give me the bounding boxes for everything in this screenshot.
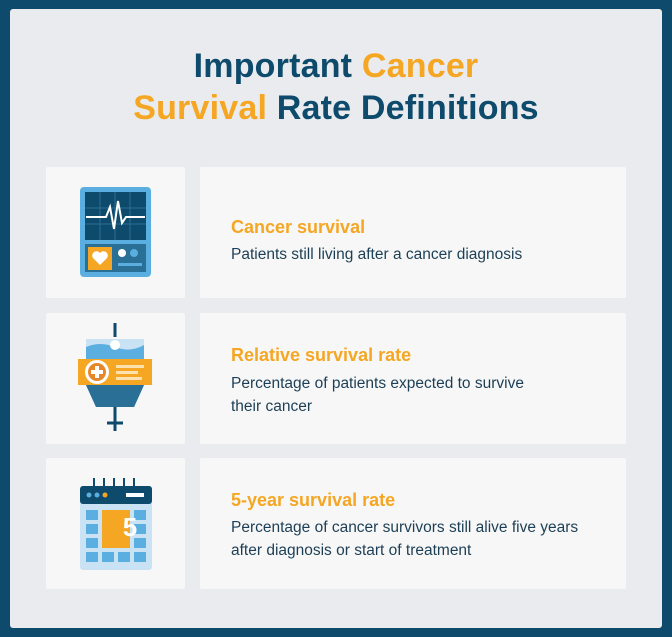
title-line-2: Survival Rate Definitions [10,87,662,129]
heart-monitor-icon [80,187,151,277]
text-panel: 5-year survival rate Percentage of cance… [200,458,626,589]
title-word-survival: Survival [133,89,268,127]
title-line-1: Important Cancer [10,45,662,87]
page-title: Important Cancer Survival Rate Definitio… [10,45,662,129]
title-word-cancer: Cancer [361,47,479,85]
icon-panel [46,167,185,298]
calendar-number: 5 [122,512,138,542]
definition-description: Percentage of cancer survivors still ali… [231,519,579,559]
definition-row-relative-survival-rate: Relative survival rate Percentage of pat… [46,313,626,444]
calendar-icon [80,478,152,570]
iv-bag-icon [78,323,152,431]
definition-description: Percentage of patients expected to survi… [231,375,524,415]
definition-title: 5-year survival rate [231,490,396,510]
definition-row-5-year-survival-rate: 5 5-year survival rate Percentage of can… [46,458,626,589]
definition-title: Relative survival rate [231,345,412,365]
icon-panel: 5 [46,458,185,589]
text-panel: Cancer survival Patients still living af… [200,167,626,298]
title-word-important: Important [193,47,353,85]
text-panel: Relative survival rate Percentage of pat… [200,313,626,444]
definition-row-cancer-survival: Cancer survival Patients still living af… [46,167,626,298]
title-word-rate-definitions: Rate Definitions [276,89,539,127]
infographic-card: Important Cancer Survival Rate Definitio… [10,9,662,628]
icon-panel [46,313,185,444]
definition-title: Cancer survival [231,217,366,237]
definition-description: Patients still living after a cancer dia… [231,246,523,263]
